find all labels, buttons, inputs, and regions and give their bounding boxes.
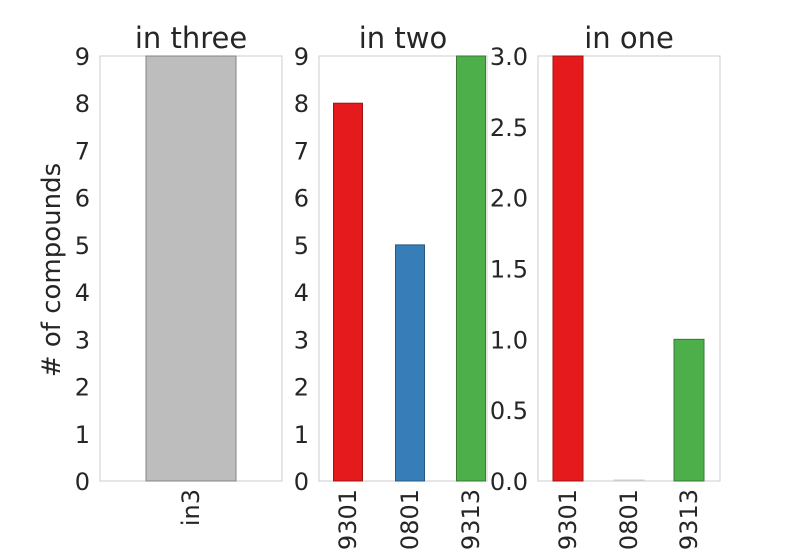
y-tick-label: 5 bbox=[75, 232, 90, 260]
bar-0801 bbox=[395, 244, 425, 482]
y-tick-label: 1.5 bbox=[490, 256, 528, 284]
y-tick-label: 0.0 bbox=[490, 468, 528, 496]
y-tick-label: 5 bbox=[294, 232, 309, 260]
y-tick-label: 1 bbox=[294, 421, 309, 449]
bar-0801 bbox=[613, 479, 645, 482]
y-tick-label: 4 bbox=[75, 279, 90, 307]
y-tick-label: 2 bbox=[294, 374, 309, 402]
chart-panels: in3 0 1 2 3 4 5 6 7 8 9 in three 9301 0801 9313 0 1 2 3 4 5 6… bbox=[75, 21, 721, 550]
y-tick-label: 9 bbox=[75, 43, 90, 71]
bar-9313 bbox=[456, 55, 486, 482]
y-tick-label: 7 bbox=[294, 137, 309, 165]
bar-in3 bbox=[145, 55, 237, 482]
subplot-title: in three bbox=[135, 21, 247, 55]
y-tick-label: 1.0 bbox=[490, 326, 528, 354]
y-tick-label: 2 bbox=[75, 374, 90, 402]
x-tick-label: 9301 bbox=[334, 489, 362, 550]
y-axis-label: # of compounds bbox=[37, 163, 67, 377]
y-tick-label: 0 bbox=[75, 468, 90, 496]
y-tick-label: 4 bbox=[294, 279, 309, 307]
y-tick-label: 8 bbox=[294, 90, 309, 118]
y-tick-label: 6 bbox=[75, 185, 90, 213]
y-tick-label: 1 bbox=[75, 421, 90, 449]
y-tick-label: 2.5 bbox=[490, 114, 528, 142]
y-tick-label: 6 bbox=[294, 185, 309, 213]
subplot-1: in3 0 1 2 3 4 5 6 7 8 9 in three bbox=[75, 21, 283, 526]
x-tick-label: in3 bbox=[177, 489, 205, 526]
x-tick-label: 0801 bbox=[615, 489, 643, 550]
x-tick-label: 9301 bbox=[554, 489, 582, 550]
x-tick-label: 9313 bbox=[457, 489, 485, 550]
subplot-3: 9301 0801 9313 0.0 0.5 1.0 1.5 2.0 2.5 3.0 in one bbox=[490, 21, 721, 550]
subplot-title: in one bbox=[584, 21, 674, 55]
y-tick-label: 0.5 bbox=[490, 397, 528, 425]
y-tick-label: 3.0 bbox=[490, 43, 528, 71]
y-tick-label: 2.0 bbox=[490, 185, 528, 213]
bar-9313 bbox=[673, 338, 705, 482]
bar-9301 bbox=[333, 102, 363, 482]
subplot-title: in two bbox=[359, 21, 448, 55]
y-tick-label: 0 bbox=[294, 468, 309, 496]
y-tick-label: 8 bbox=[75, 90, 90, 118]
x-tick-label: 0801 bbox=[396, 489, 424, 550]
subplot-2: 9301 0801 9313 0 1 2 3 4 5 6 7 8 9 in two bbox=[294, 21, 488, 550]
bar-9301 bbox=[552, 55, 584, 482]
y-tick-label: 3 bbox=[294, 326, 309, 354]
y-tick-label: 3 bbox=[75, 326, 90, 354]
y-tick-label: 9 bbox=[294, 43, 309, 71]
x-tick-label: 9313 bbox=[675, 489, 703, 550]
y-tick-label: 7 bbox=[75, 137, 90, 165]
